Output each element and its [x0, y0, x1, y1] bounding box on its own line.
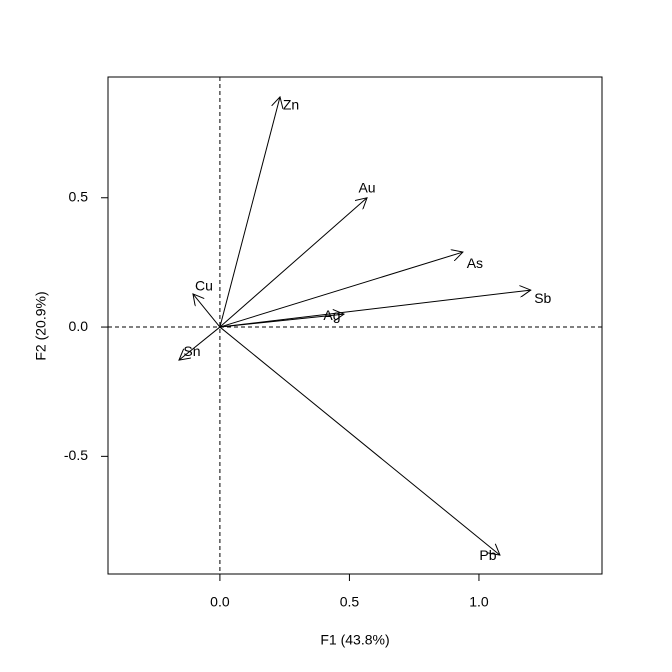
y-axis-label: F2 (20.9%)	[33, 291, 49, 360]
arrow	[193, 294, 221, 328]
x-tick-label: 0.5	[340, 594, 360, 610]
y-tick-label: -0.5	[64, 447, 88, 463]
arrow-label: Ag	[323, 307, 340, 323]
arrow	[219, 97, 280, 328]
arrow-label: Zn	[283, 97, 299, 113]
arrow-label: Cu	[195, 278, 213, 294]
arrow-label: Pb	[479, 547, 496, 563]
arrow	[219, 314, 344, 328]
y-tick-label: 0.5	[69, 188, 89, 204]
y-tick-label: 0.0	[69, 318, 89, 334]
x-axis-label: F1 (43.8%)	[320, 632, 389, 648]
arrow-label: As	[467, 255, 483, 271]
arrow-label: Sb	[534, 290, 551, 306]
x-tick-label: 0.0	[210, 594, 230, 610]
plot-frame	[107, 76, 603, 575]
arrow	[219, 290, 531, 328]
arrow	[219, 326, 500, 555]
arrow-label: Au	[358, 179, 375, 195]
x-tick-label: 1.0	[469, 594, 489, 610]
arrow	[179, 326, 221, 360]
arrow	[219, 252, 463, 328]
arrow	[219, 198, 367, 328]
arrow-label: Sn	[183, 343, 200, 359]
